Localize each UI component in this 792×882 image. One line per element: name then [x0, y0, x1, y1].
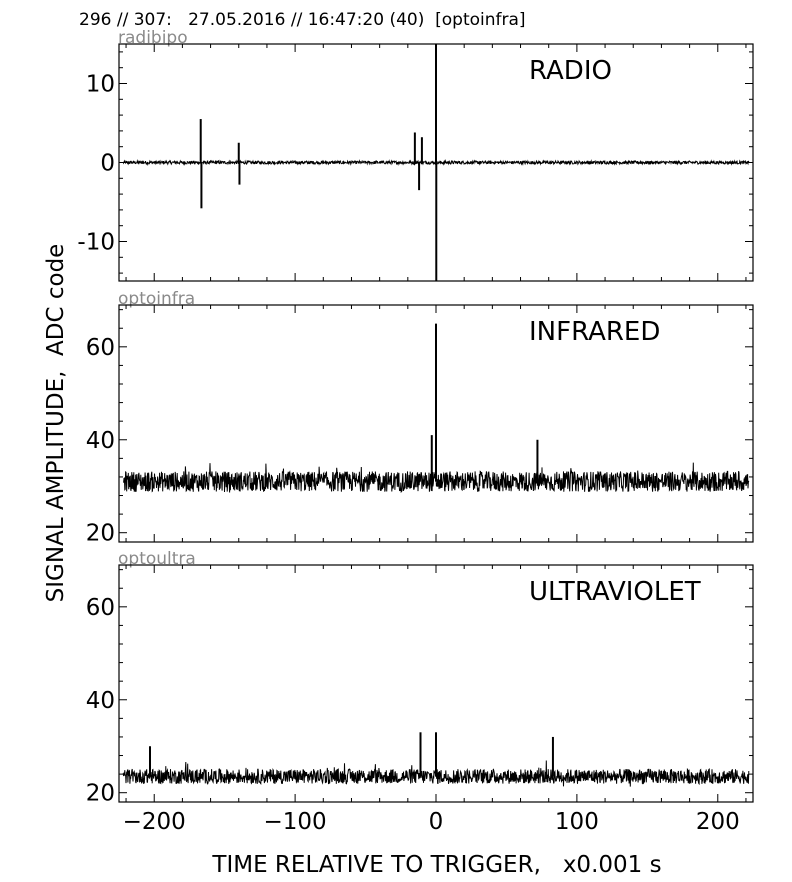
channel-label: optoinfra [118, 289, 195, 309]
x-tick-label: −100 [264, 809, 327, 835]
y-tick-label: 60 [86, 595, 115, 621]
series-name: RADIO [529, 56, 612, 86]
x-tick-label: −200 [123, 809, 186, 835]
y-tick-label: 10 [86, 72, 115, 98]
y-axis-label: SIGNAL AMPLITUDE, ADC code [43, 244, 69, 603]
y-tick-label: 40 [86, 428, 115, 454]
series-name: ULTRAVIOLET [529, 577, 701, 607]
y-tick-label: 40 [86, 688, 115, 714]
y-tick-label: 20 [86, 781, 115, 807]
series-name: INFRARED [529, 317, 660, 347]
channel-label: radibipo [118, 28, 188, 48]
panel-optoultra: optoultra 20 40 60 −200 −100 0 100 200 ULTRAVIOLE… [86, 549, 754, 835]
panel-radibipo: radibipo -10 0 10 RADIO [77, 28, 754, 282]
x-tick-label: 200 [696, 809, 740, 835]
y-tick-label: -10 [77, 230, 115, 256]
figure-header: 296 // 307: 27.05.2016 // 16:47:20 (40) … [79, 10, 526, 30]
panel-optoinfra: optoinfra 20 40 60 INFRARED [86, 289, 754, 547]
x-tick-label: 0 [429, 809, 444, 835]
y-tick-label: 0 [100, 151, 115, 177]
x-tick-label: 100 [555, 809, 599, 835]
channel-label: optoultra [118, 549, 196, 569]
y-tick-label: 20 [86, 521, 115, 547]
y-tick-label: 60 [86, 335, 115, 361]
x-axis-label: TIME RELATIVE TO TRIGGER, x0.001 s [211, 852, 661, 878]
